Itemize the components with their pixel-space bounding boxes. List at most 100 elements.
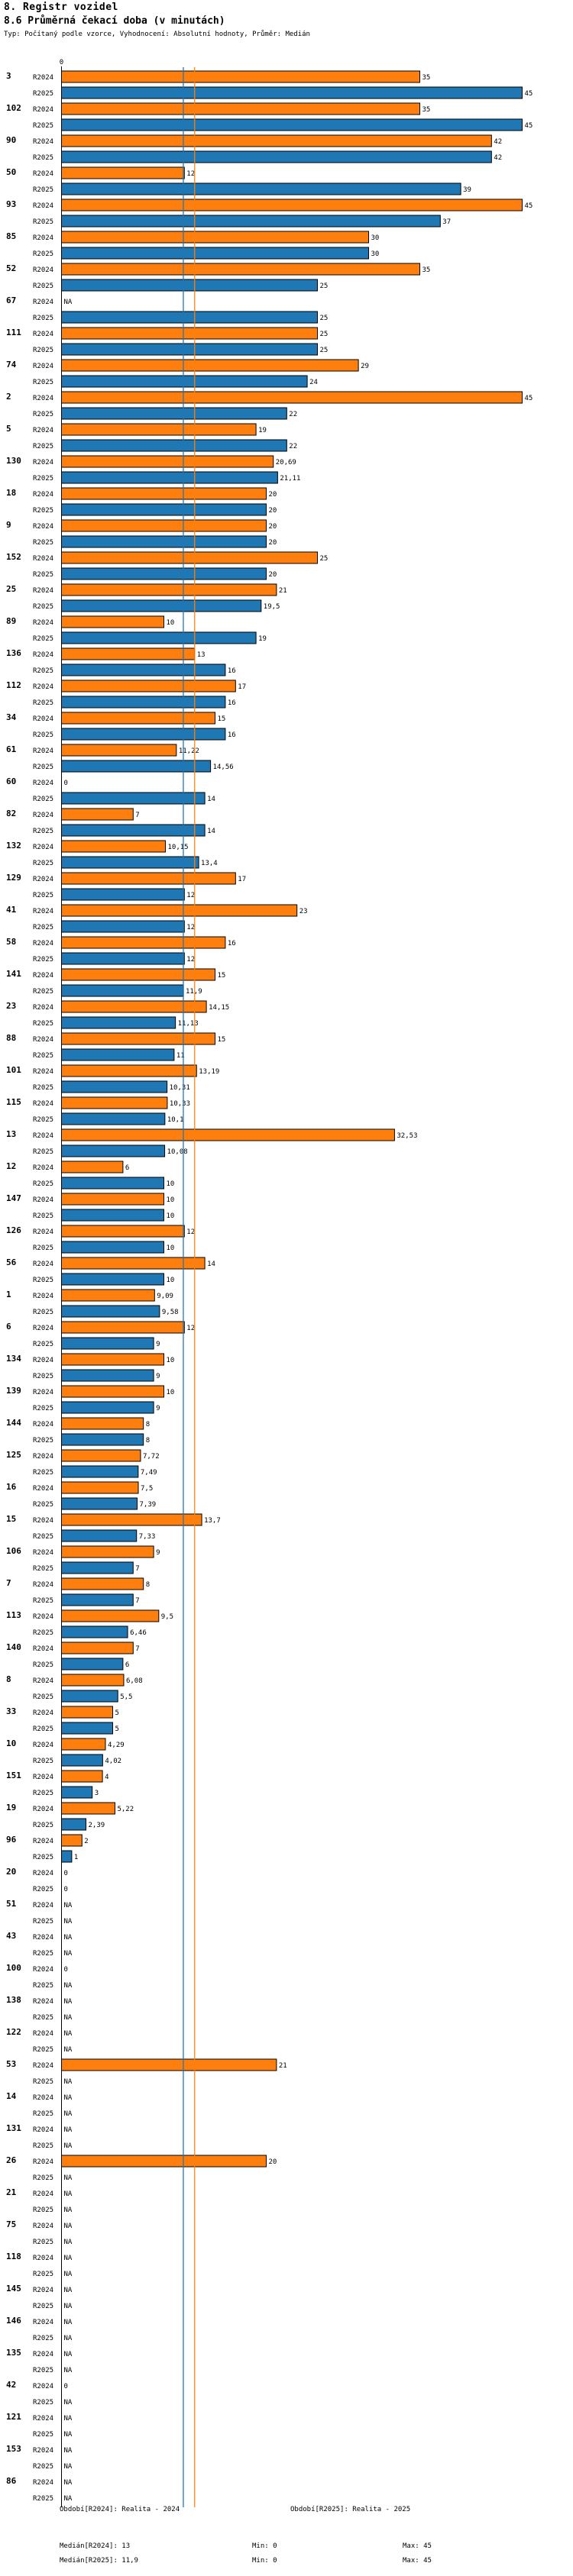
- series-label-2025: R2025: [33, 1533, 53, 1541]
- series-label-2025: R2025: [33, 411, 53, 418]
- data-label-2025: 10,08: [167, 1148, 188, 1156]
- data-label-2024: 8: [146, 1581, 150, 1589]
- series-label-2025: R2025: [33, 892, 53, 899]
- series-label-2025: R2025: [33, 154, 53, 162]
- data-label-2024: 6: [125, 1164, 129, 1172]
- series-label-2025: R2025: [33, 2431, 53, 2439]
- series-label-2024: R2024: [33, 2223, 53, 2230]
- legend-2024: Období[R2024]: Realita - 2024: [60, 2506, 180, 2513]
- bar-2025: [61, 1593, 134, 1606]
- bar-2025: [61, 1850, 73, 1863]
- bar-2025: [61, 1337, 154, 1350]
- bar-2024: [61, 1000, 207, 1013]
- data-label-2025: 24: [309, 379, 318, 386]
- data-label-2025: NA: [64, 2239, 73, 2246]
- series-label-2024: R2024: [33, 2255, 53, 2262]
- data-label-2024: 21: [279, 587, 287, 595]
- data-label-2024: 10: [167, 1389, 175, 1396]
- series-label-2024: R2024: [33, 2447, 53, 2455]
- section-title: 8. Registr vozidel: [4, 2, 118, 13]
- category-label: 141: [6, 969, 21, 979]
- series-label-2025: R2025: [33, 1309, 53, 1316]
- series-label-2024: R2024: [33, 523, 53, 531]
- data-label-2025: 11: [176, 1052, 185, 1060]
- category-label: 7: [6, 1578, 11, 1588]
- bar-2025: [61, 118, 523, 131]
- series-label-2024: R2024: [33, 780, 53, 787]
- data-label-2024: 30: [371, 234, 380, 242]
- category-label: 14: [6, 2091, 17, 2101]
- series-label-2025: R2025: [33, 1469, 53, 1477]
- data-label-2025: 39: [463, 186, 471, 194]
- data-label-2025: 7: [135, 1597, 139, 1605]
- data-label-2025: 25: [320, 347, 329, 354]
- bar-2024: [61, 1802, 115, 1815]
- category-label: 12: [6, 1161, 16, 1171]
- series-label-2025: R2025: [33, 122, 53, 130]
- series-label-2024: R2024: [33, 2479, 53, 2487]
- series-label-2024: R2024: [33, 106, 53, 114]
- data-label-2024: 14,15: [209, 1004, 229, 1012]
- data-label-2025: 13,4: [201, 860, 218, 867]
- data-label-2024: 0: [64, 2383, 68, 2390]
- data-label-2025: 10: [167, 1277, 175, 1284]
- series-label-2025: R2025: [33, 379, 53, 386]
- data-label-2025: 10,31: [170, 1084, 190, 1092]
- series-label-2025: R2025: [33, 603, 53, 611]
- series-label-2025: R2025: [33, 2110, 53, 2118]
- category-label: 122: [6, 2027, 21, 2037]
- bar-2024: [61, 1641, 134, 1654]
- series-label-2024: R2024: [33, 2062, 53, 2070]
- series-label-2024: R2024: [33, 619, 53, 627]
- bar-2024: [61, 1545, 154, 1558]
- data-label-2024: 0: [64, 1966, 68, 1974]
- data-label-2024: 15: [218, 972, 226, 980]
- data-label-2024: 15: [218, 1036, 226, 1044]
- bar-2024: [61, 327, 318, 340]
- series-label-2024: R2024: [33, 683, 53, 691]
- bar-2025: [61, 1786, 93, 1799]
- category-label: 60: [6, 776, 16, 786]
- data-label-2024: 10,33: [170, 1100, 190, 1108]
- category-label: 125: [6, 1450, 21, 1460]
- series-label-2025: R2025: [33, 1661, 53, 1669]
- bar-2024: [61, 1160, 124, 1173]
- bar-2024: [61, 583, 277, 596]
- series-label-2024: R2024: [33, 1132, 53, 1140]
- data-label-2025: 20: [269, 571, 277, 579]
- series-label-2024: R2024: [33, 1838, 53, 1845]
- bar-2025: [61, 471, 278, 484]
- data-label-2024: 5,22: [117, 1806, 134, 1813]
- category-label: 25: [6, 584, 16, 594]
- series-label-2024: R2024: [33, 1196, 53, 1204]
- series-label-2025: R2025: [33, 250, 53, 258]
- series-label-2024: R2024: [33, 1998, 53, 2006]
- series-label-2024: R2024: [33, 74, 53, 82]
- data-label-2024: 0: [64, 1870, 68, 1877]
- data-label-2024: 16: [228, 940, 236, 947]
- bar-2025: [61, 1465, 139, 1478]
- bar-2024: [61, 615, 164, 628]
- category-label: 112: [6, 680, 21, 690]
- series-label-2024: R2024: [33, 1709, 53, 1717]
- bar-2024: [61, 1417, 144, 1430]
- series-label-2024: R2024: [33, 940, 53, 947]
- bar-2025: [61, 86, 523, 99]
- bar-2025: [61, 375, 308, 388]
- bar-2024: [61, 904, 298, 917]
- data-label-2025: 21,11: [280, 475, 300, 483]
- data-label-2025: 5,5: [120, 1693, 132, 1701]
- series-label-2025: R2025: [33, 667, 53, 675]
- data-label-2024: 20,69: [276, 459, 296, 466]
- data-label-2025: NA: [64, 2303, 73, 2310]
- series-label-2025: R2025: [33, 539, 53, 547]
- series-label-2025: R2025: [33, 860, 53, 867]
- data-label-2024: 10: [167, 1357, 175, 1364]
- series-label-2025: R2025: [33, 571, 53, 579]
- bar-2024: [61, 1770, 103, 1783]
- data-label-2024: 10,15: [168, 844, 189, 851]
- series-label-2024: R2024: [33, 1581, 53, 1589]
- series-label-2025: R2025: [33, 2367, 53, 2374]
- data-label-2024: 7: [135, 812, 139, 819]
- data-label-2024: 25: [320, 555, 329, 563]
